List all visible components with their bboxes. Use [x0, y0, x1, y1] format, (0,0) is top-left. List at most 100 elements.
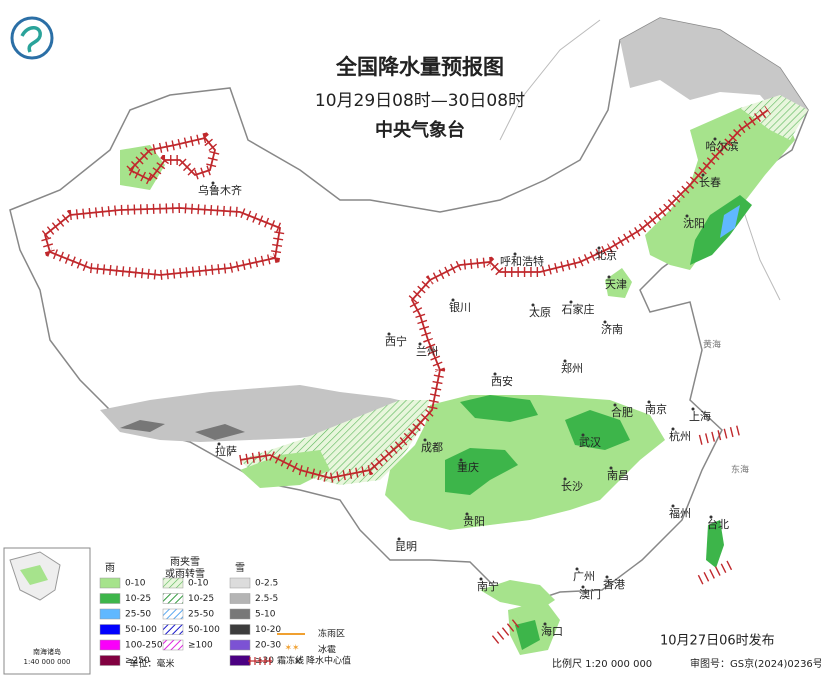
city-label: 重庆	[457, 460, 479, 474]
city-dot	[613, 403, 617, 407]
legend-label: 0-10	[188, 579, 209, 589]
city-label: 北京	[595, 248, 617, 262]
rain-area	[240, 450, 330, 488]
city-dot	[671, 504, 675, 508]
legend-swatch	[99, 624, 121, 635]
legend-swatch	[99, 577, 121, 589]
city-dot	[418, 342, 422, 346]
city-dot	[609, 466, 613, 470]
legend-label: 25-50	[125, 610, 151, 620]
city-label: 杭州	[669, 429, 691, 443]
legend-label: 20-30	[255, 641, 281, 651]
legend-swatch	[229, 608, 251, 620]
city-dot	[691, 407, 695, 411]
legend: 雨0-1010-2525-5050-100100-250≥250雨夹雪或雨转雪0…	[99, 555, 281, 666]
city-dot	[543, 622, 547, 626]
city-label: 南宁	[477, 579, 499, 593]
rain-area	[706, 520, 724, 568]
city-label: 银川	[449, 300, 471, 314]
issued: 10月27日06时发布	[660, 633, 775, 649]
legend-swatch	[162, 639, 184, 651]
city-label: 呼和浩特	[500, 254, 544, 268]
legend-label: 10-25	[125, 594, 151, 604]
legend-label: 100-250	[125, 641, 163, 651]
city-dot	[451, 298, 455, 302]
rain-area	[720, 205, 740, 238]
city-label: 乌鲁木齐	[198, 183, 242, 197]
legend-label: 0-10	[125, 579, 146, 589]
city-dot	[597, 246, 601, 250]
city-dot	[459, 458, 463, 462]
time-range: 10月29日08时—30日08时	[315, 91, 525, 111]
city-label: 沈阳	[683, 216, 705, 230]
legend-swatch	[162, 608, 184, 620]
legend-label: 5-10	[255, 610, 276, 620]
center-symbol: ×	[294, 656, 302, 667]
city-dot	[387, 332, 391, 336]
logo	[10, 16, 54, 60]
city-dot	[217, 442, 221, 446]
city-dot	[647, 400, 651, 404]
hail-symbol: ✶✶	[284, 644, 299, 654]
city-dot	[569, 300, 573, 304]
scale: 比例尺 1:20 000 000	[552, 657, 652, 670]
frost-line	[39, 105, 771, 644]
legend-swatch	[162, 593, 184, 604]
city-dot	[685, 214, 689, 218]
legend-label: 50-100	[125, 625, 157, 635]
city-dot	[211, 181, 215, 185]
legend-label: 降水中心值	[306, 655, 351, 667]
legend-swatch	[99, 639, 121, 651]
legend-title: 雨	[105, 563, 115, 574]
city-label: 兰州	[416, 345, 438, 358]
city-label: 西安	[491, 374, 513, 388]
legend-label: 冰雹	[318, 644, 336, 656]
sleet-area	[740, 95, 808, 140]
legend-swatch	[229, 639, 251, 651]
legend-title: 雨夹雪或雨转雪	[165, 555, 205, 580]
city-dot	[479, 577, 483, 581]
rain-area	[645, 100, 795, 270]
city-dot	[709, 515, 713, 519]
city-dot	[581, 585, 585, 589]
rain-area	[480, 580, 560, 655]
city-dot	[701, 173, 705, 177]
legend-swatch	[162, 577, 184, 589]
city-dot	[713, 137, 717, 141]
city-label: 西宁	[385, 334, 407, 348]
city-label: 拉萨	[215, 444, 237, 458]
city-dot	[465, 512, 469, 516]
city-label: 香港	[603, 578, 625, 591]
city-dot	[563, 359, 567, 363]
legend-swatch	[229, 655, 251, 666]
legend-title: 雪	[235, 562, 245, 574]
legend-swatch	[99, 593, 121, 604]
city-dot	[531, 303, 535, 307]
city-label: 太原	[529, 306, 551, 319]
city-label: 天津	[605, 278, 627, 291]
approval: 审图号：GS京(2024)0236号	[690, 657, 821, 670]
logo-mark	[20, 26, 42, 53]
city-label: 海口	[541, 624, 563, 638]
city-dot	[563, 477, 567, 481]
title: 全国降水量预报图	[335, 55, 504, 79]
rain-area	[445, 395, 630, 495]
city-dot	[671, 427, 675, 431]
rain-area	[605, 268, 632, 298]
city-label: 石家庄	[562, 302, 595, 316]
city-dot	[423, 438, 427, 442]
city-label: 上海	[689, 409, 711, 423]
legend-label: 冻雨区	[318, 628, 345, 640]
city-label: 武汉	[579, 436, 601, 449]
rain-area	[515, 620, 540, 650]
city-label: 台北	[707, 517, 729, 531]
city-dot	[493, 372, 497, 376]
city-dot	[605, 575, 609, 579]
city-dot	[575, 567, 579, 571]
inset-rain	[20, 565, 48, 585]
sea-label: 黄海	[703, 339, 721, 351]
city-label: 济南	[601, 322, 623, 336]
